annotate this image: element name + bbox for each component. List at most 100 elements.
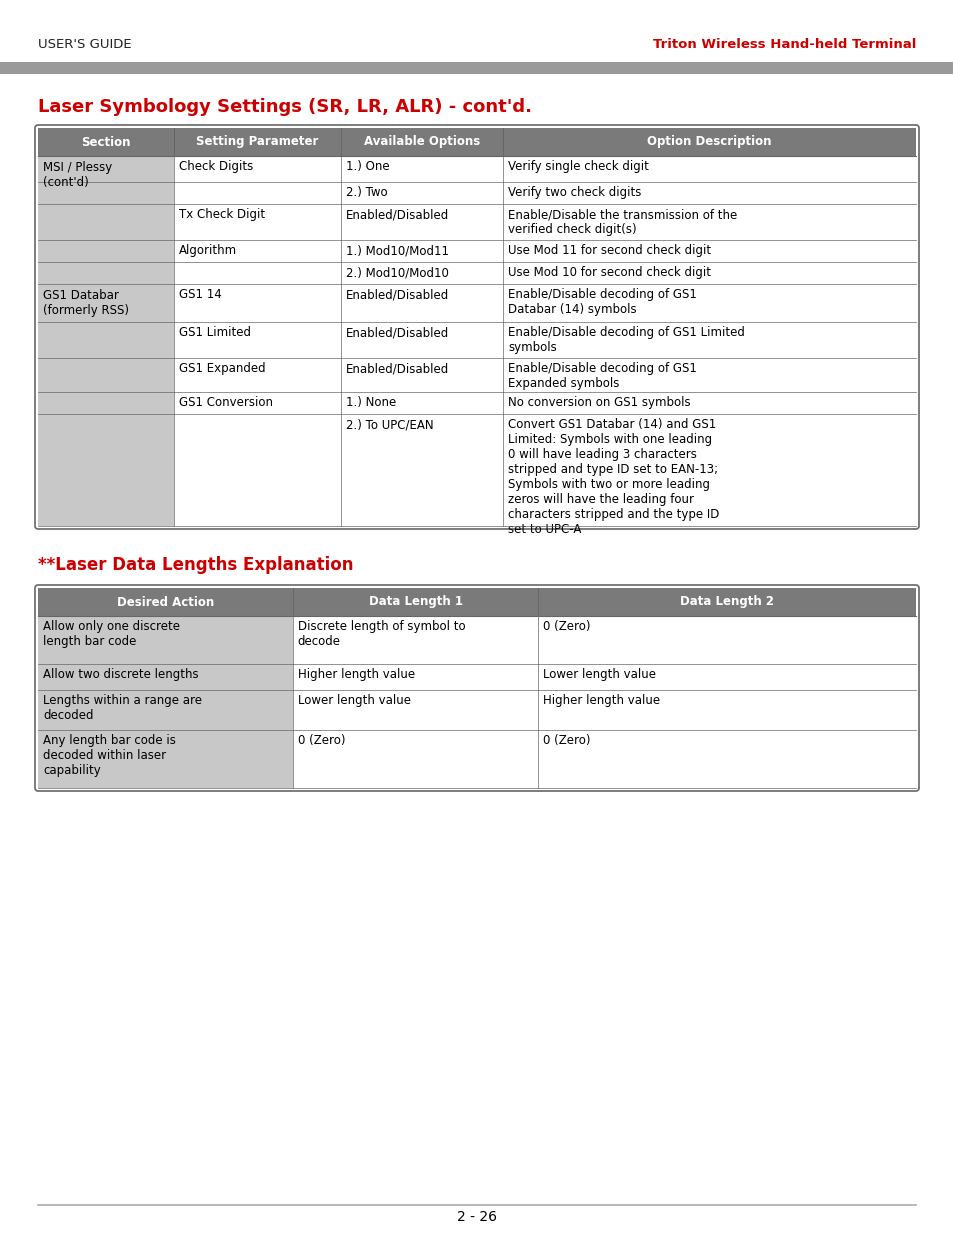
Text: USER'S GUIDE: USER'S GUIDE	[38, 38, 132, 52]
Bar	[340, 262, 503, 284]
Text: 0 (Zero): 0 (Zero)	[543, 620, 590, 634]
Text: 0 (Zero): 0 (Zero)	[543, 734, 590, 747]
Text: Tx Check Digit: Tx Check Digit	[179, 207, 265, 221]
Bar	[38, 616, 293, 664]
Text: **Laser Data Lengths Explanation: **Laser Data Lengths Explanation	[38, 556, 354, 574]
Text: Lower length value: Lower length value	[297, 694, 410, 706]
Bar	[173, 156, 340, 182]
Bar	[340, 414, 503, 526]
Bar	[293, 690, 537, 730]
Text: GS1 14: GS1 14	[179, 288, 222, 301]
Bar	[38, 414, 173, 526]
Bar	[537, 730, 915, 788]
Bar	[340, 322, 503, 358]
Bar	[38, 156, 173, 182]
Text: Use Mod 10 for second check digit: Use Mod 10 for second check digit	[508, 266, 711, 279]
Text: Algorithm: Algorithm	[179, 245, 237, 257]
Bar	[340, 284, 503, 322]
Bar	[38, 588, 293, 616]
Bar	[38, 664, 293, 690]
Bar	[340, 128, 503, 156]
Text: Setting Parameter: Setting Parameter	[196, 136, 318, 148]
Bar	[38, 128, 173, 156]
Bar	[38, 182, 173, 204]
Text: Desired Action: Desired Action	[116, 595, 213, 609]
Bar	[340, 156, 503, 182]
Text: 1.) One: 1.) One	[346, 161, 389, 173]
Text: Lengths within a range are
decoded: Lengths within a range are decoded	[43, 694, 202, 722]
Text: Enabled/Disabled: Enabled/Disabled	[346, 288, 449, 301]
Bar	[38, 730, 293, 788]
Bar	[340, 391, 503, 414]
Text: Option Description: Option Description	[647, 136, 771, 148]
FancyBboxPatch shape	[35, 585, 918, 790]
Text: Convert GS1 Databar (14) and GS1
Limited: Symbols with one leading
0 will have l: Convert GS1 Databar (14) and GS1 Limited…	[508, 417, 719, 536]
Text: 2 - 26: 2 - 26	[456, 1210, 497, 1224]
Bar	[503, 240, 915, 262]
Bar	[537, 664, 915, 690]
Bar	[173, 204, 340, 240]
Bar	[503, 182, 915, 204]
Text: Enable/Disable decoding of GS1
Expanded symbols: Enable/Disable decoding of GS1 Expanded …	[508, 362, 697, 390]
Bar	[293, 664, 537, 690]
Text: Verify single check digit: Verify single check digit	[508, 161, 649, 173]
Text: Enable/Disable decoding of GS1
Databar (14) symbols: Enable/Disable decoding of GS1 Databar (…	[508, 288, 697, 316]
Bar	[0, 62, 953, 74]
Text: Use Mod 11 for second check digit: Use Mod 11 for second check digit	[508, 245, 711, 257]
Text: Higher length value: Higher length value	[543, 694, 659, 706]
Bar	[340, 204, 503, 240]
Bar	[293, 730, 537, 788]
Bar	[173, 284, 340, 322]
Bar	[537, 616, 915, 664]
Bar	[38, 690, 293, 730]
Text: Verify two check digits: Verify two check digits	[508, 186, 641, 199]
Text: Section: Section	[81, 136, 131, 148]
Bar	[173, 182, 340, 204]
Text: 2.) Two: 2.) Two	[346, 186, 387, 199]
Bar	[537, 588, 915, 616]
Text: GS1 Limited: GS1 Limited	[179, 326, 251, 338]
Text: MSI / Plessy
(cont'd): MSI / Plessy (cont'd)	[43, 161, 112, 189]
Bar	[503, 284, 915, 322]
Bar	[340, 240, 503, 262]
Bar	[173, 414, 340, 526]
Text: Enable/Disable decoding of GS1 Limited
symbols: Enable/Disable decoding of GS1 Limited s…	[508, 326, 744, 354]
Text: 2.) Mod10/Mod10: 2.) Mod10/Mod10	[346, 266, 448, 279]
Bar	[38, 322, 173, 358]
Text: Allow only one discrete
length bar code: Allow only one discrete length bar code	[43, 620, 180, 648]
Text: 1.) None: 1.) None	[346, 396, 395, 409]
Bar	[293, 588, 537, 616]
Bar	[38, 204, 173, 240]
Bar	[503, 358, 915, 391]
Text: Enabled/Disabled: Enabled/Disabled	[346, 362, 449, 375]
Bar	[293, 616, 537, 664]
Bar	[537, 690, 915, 730]
Bar	[38, 262, 173, 284]
Bar	[340, 182, 503, 204]
Bar	[173, 240, 340, 262]
Text: GS1 Expanded: GS1 Expanded	[179, 362, 266, 375]
Text: Laser Symbology Settings (SR, LR, ALR) - cont'd.: Laser Symbology Settings (SR, LR, ALR) -…	[38, 98, 532, 116]
Bar	[503, 204, 915, 240]
Text: Check Digits: Check Digits	[179, 161, 253, 173]
Bar	[38, 240, 173, 262]
Text: Higher length value: Higher length value	[297, 668, 415, 680]
Bar	[503, 322, 915, 358]
Text: Enable/Disable the transmission of the
verified check digit(s): Enable/Disable the transmission of the v…	[508, 207, 737, 236]
Bar	[38, 391, 173, 414]
Text: GS1 Databar
(formerly RSS): GS1 Databar (formerly RSS)	[43, 289, 129, 317]
Bar	[503, 128, 915, 156]
Bar	[38, 284, 173, 322]
Bar	[38, 358, 173, 391]
Bar	[503, 262, 915, 284]
Text: Any length bar code is
decoded within laser
capability: Any length bar code is decoded within la…	[43, 734, 175, 777]
Text: Triton Wireless Hand-held Terminal: Triton Wireless Hand-held Terminal	[652, 38, 915, 52]
Text: Data Length 1: Data Length 1	[368, 595, 462, 609]
Bar	[503, 391, 915, 414]
Text: Data Length 2: Data Length 2	[679, 595, 774, 609]
FancyBboxPatch shape	[35, 125, 918, 529]
Text: Enabled/Disabled: Enabled/Disabled	[346, 326, 449, 338]
Bar	[173, 262, 340, 284]
Bar	[503, 414, 915, 526]
Text: Lower length value: Lower length value	[543, 668, 656, 680]
